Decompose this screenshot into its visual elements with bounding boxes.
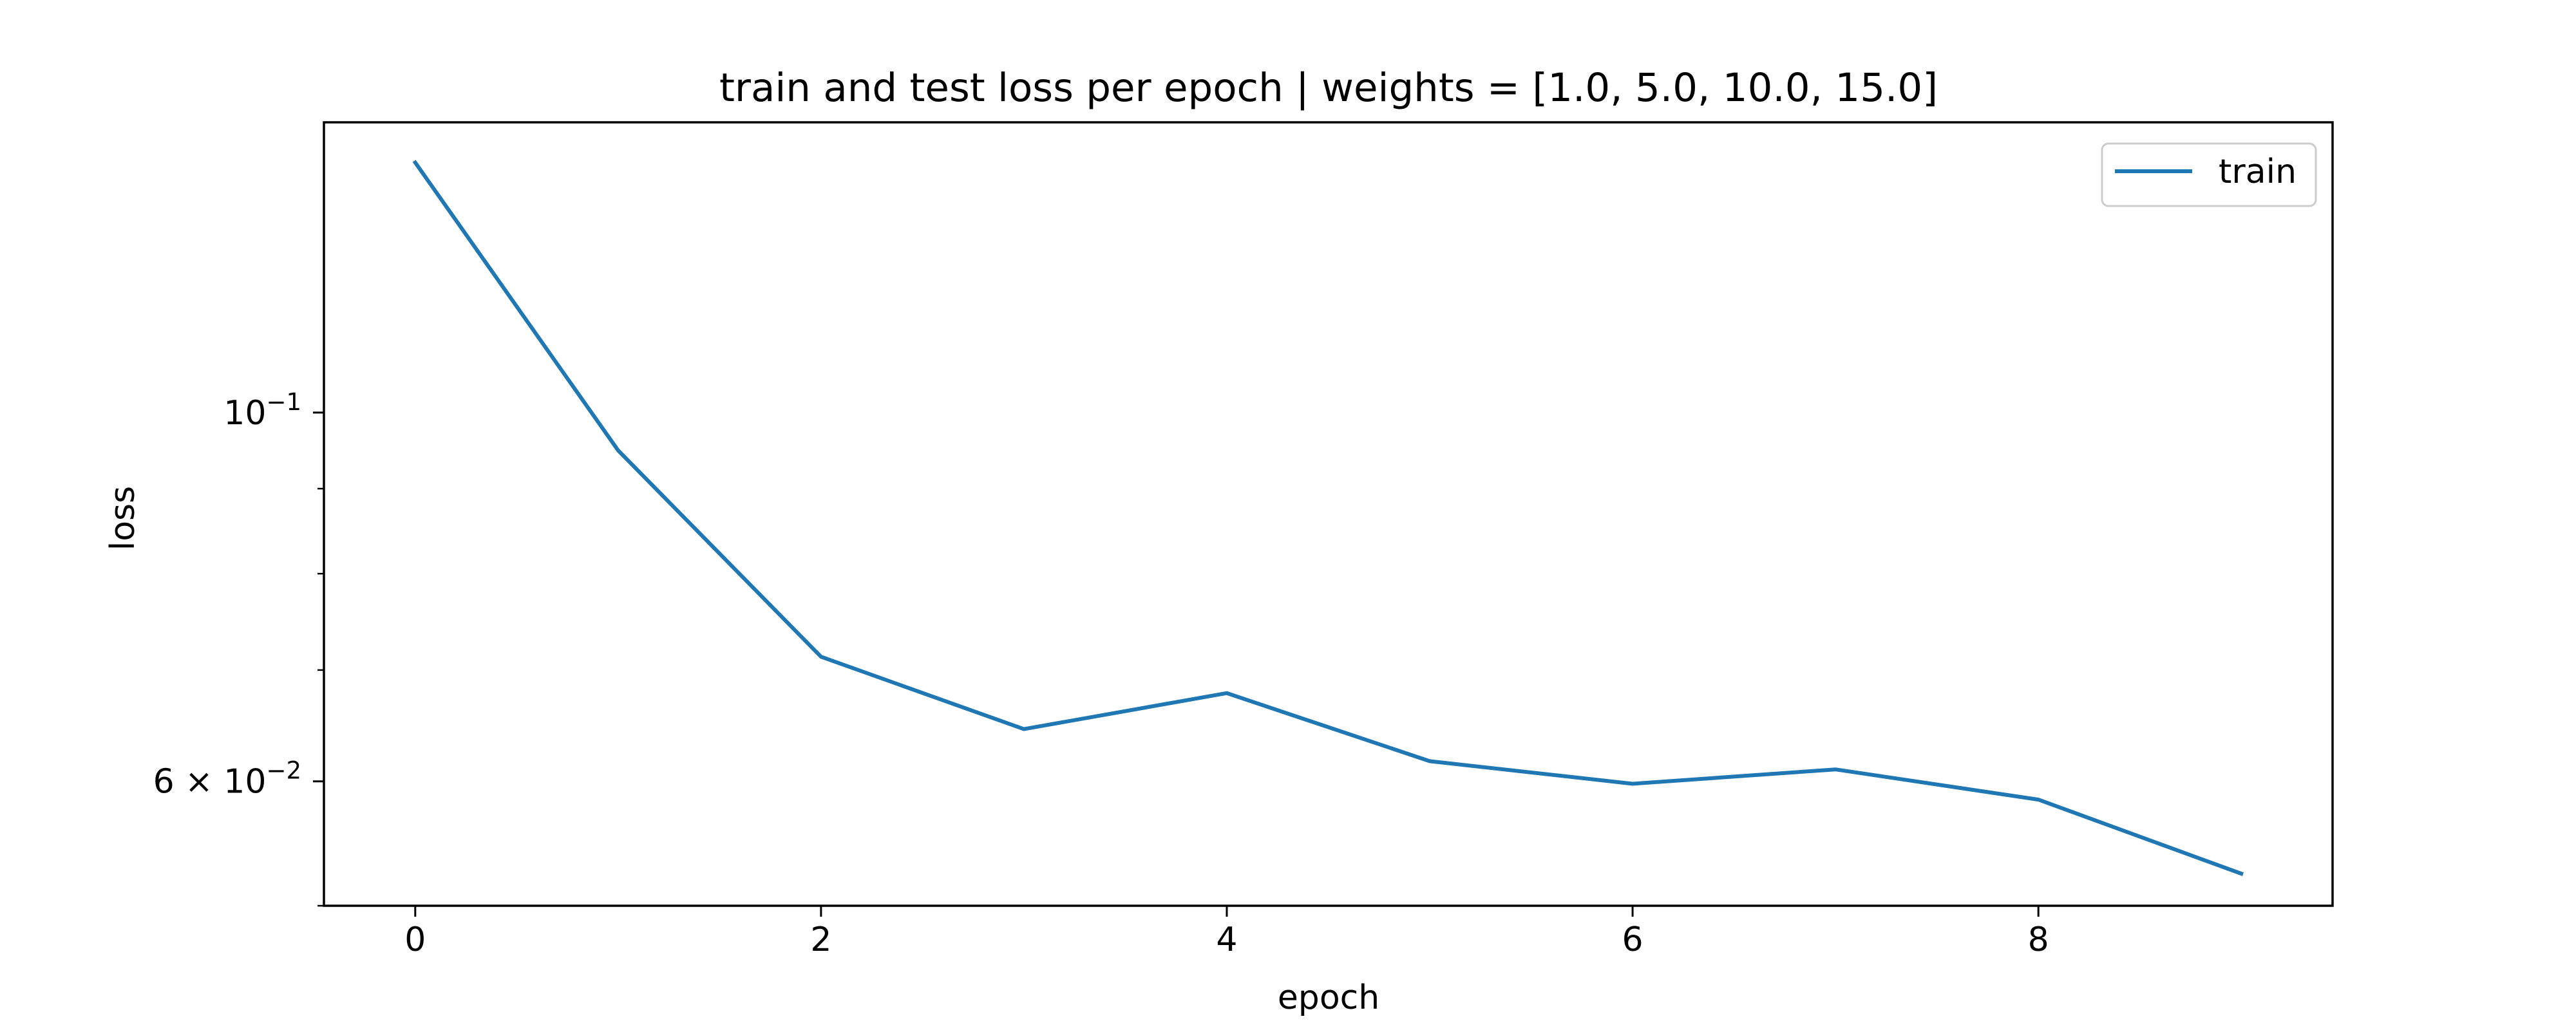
axes-frame bbox=[323, 121, 2334, 907]
chart-title: train and test loss per epoch | weights … bbox=[719, 65, 1938, 111]
x-tick-label: 0 bbox=[404, 921, 426, 959]
x-tick-label: 8 bbox=[2028, 921, 2049, 959]
x-tick-label: 4 bbox=[1216, 921, 1237, 959]
legend-label-train: train bbox=[2219, 153, 2297, 191]
y-axis-label: loss bbox=[104, 486, 142, 550]
plot-area: 0 2 4 6 8 10−1 6 × 10−2 bbox=[153, 121, 2334, 959]
x-tick-label: 6 bbox=[1622, 921, 1643, 959]
series-line-train bbox=[412, 160, 2244, 876]
x-axis-label: epoch bbox=[1278, 979, 1379, 1017]
legend: train bbox=[2101, 142, 2317, 207]
x-tick-label: 2 bbox=[810, 921, 831, 959]
legend-frame bbox=[2101, 142, 2317, 207]
y-tick-label: 6 × 10−2 bbox=[153, 757, 301, 801]
y-tick-label: 10−1 bbox=[223, 388, 301, 433]
